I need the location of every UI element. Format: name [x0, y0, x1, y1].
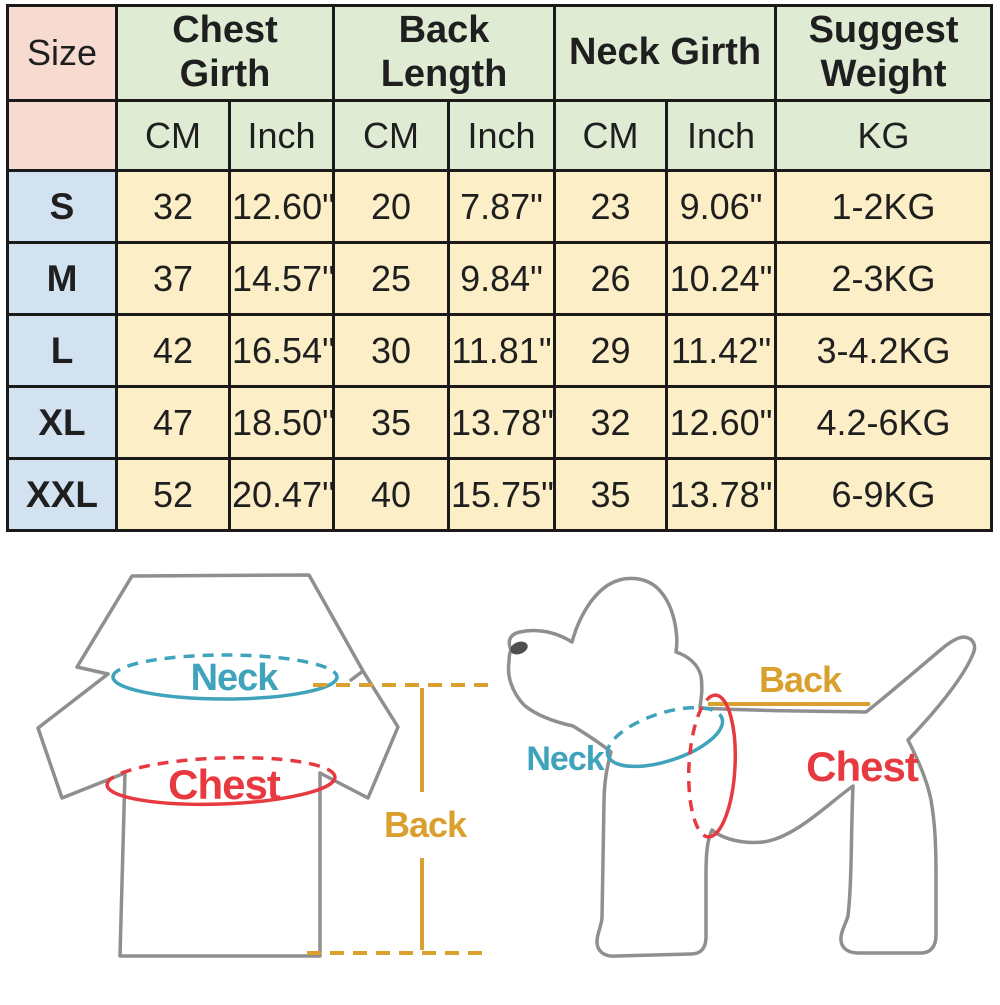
- table-row-m: M 37 14.57" 25 9.84" 26 10.24" 2-3KG: [6, 241, 994, 316]
- xl-back-inch: 13.78": [446, 385, 557, 460]
- table-row-xxl: XXL 52 20.47" 40 15.75" 35 13.78" 6-9KG: [6, 457, 994, 532]
- shirt-body-outline: [118, 771, 322, 958]
- shirt-neck-label: Neck: [191, 657, 280, 699]
- m-back-cm: 25: [332, 241, 450, 316]
- dog-neck-solid-arc: [606, 716, 725, 769]
- s-chest-inch: 12.60": [228, 169, 335, 244]
- l-back-inch: 11.81": [446, 313, 557, 388]
- l-chest-cm: 42: [115, 313, 231, 388]
- l-back-cm: 30: [332, 313, 450, 388]
- unit-weight-kg: KG: [774, 99, 994, 172]
- table-row-xl: XL 47 18.50" 35 13.78" 32 12.60" 4.2-6KG: [6, 385, 994, 460]
- s-weight: 1-2KG: [774, 169, 994, 244]
- xl-neck-inch: 12.60": [665, 385, 778, 460]
- shirt-collar-outline: [75, 573, 365, 682]
- xl-chest-cm: 47: [115, 385, 231, 460]
- row-label-m: M: [6, 241, 118, 316]
- dog-neck-ellipse: [605, 705, 725, 769]
- table-row-l: L 42 16.54" 30 11.81" 29 11.42" 3-4.2KG: [6, 313, 994, 388]
- dog-chest-dashed-arc: [686, 693, 716, 839]
- table-row-s: S 32 12.60" 20 7.87" 23 9.06" 1-2KG: [6, 169, 994, 244]
- l-weight: 3-4.2KG: [774, 313, 994, 388]
- row-label-xl: XL: [6, 385, 118, 460]
- m-chest-cm: 37: [115, 241, 231, 316]
- shirt-chest-solid-arc: [105, 775, 337, 807]
- unit-back-inch: Inch: [446, 99, 557, 172]
- diagrams-svg: Neck Chest Back Back Neck Chest: [36, 573, 977, 958]
- xl-neck-cm: 32: [553, 385, 669, 460]
- m-weight: 2-3KG: [774, 241, 994, 316]
- xl-chest-inch: 18.50": [228, 385, 335, 460]
- shirt-chest-label: Chest: [168, 761, 281, 808]
- shirt-diagram: Neck Chest Back: [36, 573, 490, 958]
- xxl-neck-inch: 13.78": [665, 457, 778, 532]
- s-chest-cm: 32: [115, 169, 231, 244]
- dog-outline: [506, 576, 977, 958]
- dog-neck-label: Neck: [526, 740, 604, 778]
- unit-chest-cm: CM: [115, 99, 231, 172]
- unit-neck-inch: Inch: [665, 99, 778, 172]
- row-label-xxl: XXL: [6, 457, 118, 532]
- shirt-right-sleeve: [318, 669, 400, 800]
- xl-weight: 4.2-6KG: [774, 385, 994, 460]
- xxl-chest-cm: 52: [115, 457, 231, 532]
- header-size: Size: [6, 4, 118, 102]
- row-label-l: L: [6, 313, 118, 388]
- unit-back-cm: CM: [332, 99, 450, 172]
- row-label-s: S: [6, 169, 118, 244]
- header-suggest-weight: Suggest Weight: [774, 4, 994, 102]
- header-chest-girth: Chest Girth: [115, 4, 335, 102]
- dog-nose: [510, 641, 528, 655]
- m-neck-inch: 10.24": [665, 241, 778, 316]
- shirt-neck-dashed-arc: [111, 653, 339, 678]
- xxl-back-cm: 40: [332, 457, 450, 532]
- m-back-inch: 9.84": [446, 241, 557, 316]
- s-back-cm: 20: [332, 169, 450, 244]
- header-back-length: Back Length: [331, 4, 557, 102]
- xxl-chest-inch: 20.47": [228, 457, 335, 532]
- unit-chest-inch: Inch: [228, 99, 335, 172]
- xxl-back-inch: 15.75": [446, 457, 557, 532]
- shirt-back-label: Back: [384, 804, 468, 845]
- dog-chest-solid-arc: [706, 693, 738, 839]
- dog-chest-label: Chest: [806, 743, 919, 790]
- dog-back-label: Back: [759, 659, 843, 700]
- m-chest-inch: 14.57": [228, 241, 335, 316]
- xl-back-cm: 35: [332, 385, 450, 460]
- l-neck-cm: 29: [553, 313, 669, 388]
- xxl-neck-cm: 35: [553, 457, 669, 532]
- measuring-diagrams: Neck Chest Back Back Neck Chest: [0, 540, 1000, 1000]
- s-back-inch: 7.87": [446, 169, 557, 244]
- s-neck-cm: 23: [553, 169, 669, 244]
- s-neck-inch: 9.06": [665, 169, 778, 244]
- shirt-chest-dashed-arc: [105, 755, 337, 786]
- xxl-weight: 6-9KG: [774, 457, 994, 532]
- l-chest-inch: 16.54": [228, 313, 335, 388]
- header-blank: [6, 99, 118, 172]
- header-neck-girth: Neck Girth: [553, 4, 778, 102]
- l-neck-inch: 11.42": [665, 313, 778, 388]
- shirt-chest-ellipse: [105, 755, 337, 807]
- shirt-left-sleeve: [36, 672, 127, 800]
- unit-neck-cm: CM: [553, 99, 669, 172]
- dog-diagram: Back Neck Chest: [506, 576, 977, 958]
- dog-chest-ellipse: [686, 693, 738, 839]
- m-neck-cm: 26: [553, 241, 669, 316]
- size-chart-table: Size Chest Girth Back Length Neck Girth …: [6, 4, 994, 532]
